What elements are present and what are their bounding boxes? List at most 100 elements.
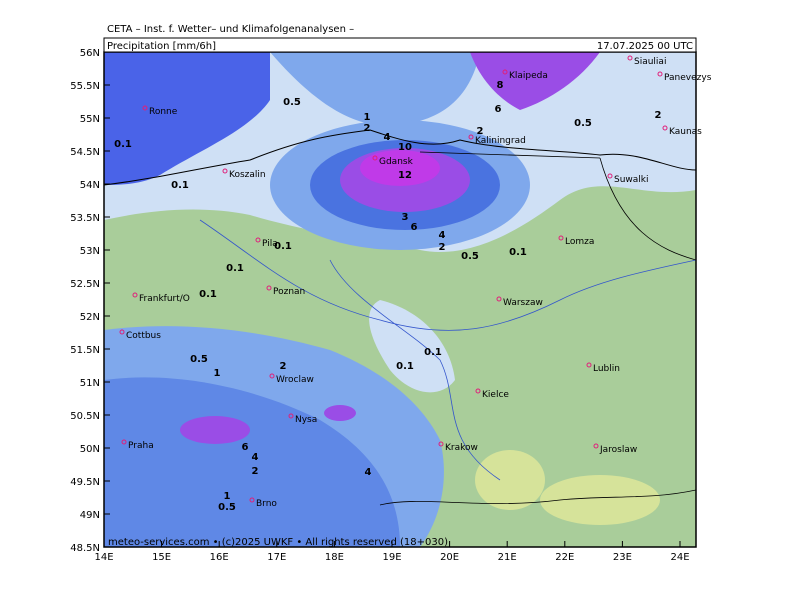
lon-label: 14E bbox=[94, 552, 113, 563]
city-label: Lublin bbox=[593, 364, 620, 374]
city-marker bbox=[496, 296, 502, 302]
contour-label: 0.5 bbox=[283, 97, 301, 108]
lat-label: 50.5N bbox=[70, 411, 100, 422]
contour-label: 0.1 bbox=[424, 347, 442, 358]
city-label: Gdansk bbox=[379, 157, 414, 167]
contour-label: 1 bbox=[214, 368, 221, 379]
precip-region bbox=[180, 416, 250, 444]
contour-label: 0.5 bbox=[190, 354, 208, 365]
city-marker bbox=[593, 443, 599, 449]
contour-label: 0.5 bbox=[574, 118, 592, 129]
city-marker bbox=[586, 362, 592, 368]
lon-label: 20E bbox=[440, 552, 459, 563]
lat-label: 56N bbox=[80, 48, 100, 59]
contour-label: 4 bbox=[252, 452, 259, 463]
city-label: Nysa bbox=[295, 415, 317, 425]
lat-label: 54N bbox=[80, 180, 100, 191]
lon-label: 21E bbox=[498, 552, 517, 563]
contour-label: 12 bbox=[398, 170, 412, 181]
city-label: Panevezys bbox=[664, 73, 712, 83]
city-marker bbox=[372, 155, 378, 161]
city-marker bbox=[266, 285, 272, 291]
city-label: Krakow bbox=[445, 443, 478, 453]
precip-region bbox=[270, 52, 480, 126]
city-marker bbox=[502, 69, 508, 75]
annotations: 56N 55.5N 55N 54.5N 54N 53.5N 53N 52.5N 52N 51.5N… bbox=[70, 48, 711, 563]
lon-label: 22E bbox=[555, 552, 574, 563]
city-marker bbox=[222, 168, 228, 174]
contour-label: 3 bbox=[402, 212, 409, 223]
lat-label: 48.5N bbox=[70, 543, 100, 554]
city-label: Frankfurt/O bbox=[139, 294, 190, 304]
precip-region bbox=[470, 52, 600, 110]
lon-label: 24E bbox=[670, 552, 689, 563]
contour-label: 6 bbox=[495, 104, 502, 115]
city-label: Kielce bbox=[482, 390, 509, 400]
city-label: Lomza bbox=[565, 237, 594, 247]
lon-label: 17E bbox=[267, 552, 286, 563]
contour-label: 0.1 bbox=[199, 289, 217, 300]
river bbox=[199, 219, 696, 481]
city-marker bbox=[132, 292, 138, 298]
contour-label: 2 bbox=[280, 361, 287, 372]
contour-label: 0.1 bbox=[171, 180, 189, 191]
city-marker bbox=[269, 373, 275, 379]
city-label: Wroclaw bbox=[276, 375, 314, 385]
city-label: Ronne bbox=[149, 107, 178, 117]
border bbox=[379, 151, 696, 506]
precip-region bbox=[104, 377, 400, 547]
lat-label: 54.5N bbox=[70, 147, 100, 158]
city-label: Siauliai bbox=[634, 57, 666, 67]
precip-region bbox=[360, 150, 440, 186]
precip-region bbox=[104, 52, 270, 185]
contour-label: 2 bbox=[364, 123, 371, 134]
contour-label: 1 bbox=[224, 491, 231, 502]
lon-label: 18E bbox=[325, 552, 344, 563]
city-label: Klaipeda bbox=[509, 71, 548, 81]
city-marker bbox=[558, 235, 564, 241]
lat-label: 52N bbox=[80, 312, 100, 323]
lat-label: 52.5N bbox=[70, 279, 100, 290]
valid-time: 17.07.2025 00 UTC bbox=[597, 41, 693, 52]
city-marker bbox=[438, 441, 444, 447]
city-marker bbox=[468, 134, 474, 140]
contour-label: 2 bbox=[477, 126, 484, 137]
lat-label: 49.5N bbox=[70, 477, 100, 488]
contour-label: 0.1 bbox=[226, 263, 244, 274]
lon-label: 16E bbox=[210, 552, 229, 563]
contour-label: 0.1 bbox=[509, 247, 527, 258]
contour-label: 10 bbox=[398, 142, 412, 153]
lat-label: 53N bbox=[80, 246, 100, 257]
contour-label: 0.5 bbox=[461, 251, 479, 262]
city-label: Kaliningrad bbox=[475, 136, 526, 146]
lat-label: 51.5N bbox=[70, 345, 100, 356]
city-label: Jaroslaw bbox=[599, 445, 637, 455]
city-marker bbox=[119, 329, 125, 335]
contour-label: 1 bbox=[364, 112, 371, 123]
contour-label: 0.5 bbox=[218, 502, 236, 513]
precip-trace bbox=[540, 475, 660, 525]
lat-label: 50N bbox=[80, 444, 100, 455]
city-marker bbox=[121, 439, 127, 445]
city-marker bbox=[607, 173, 613, 179]
contour-label: 0.1 bbox=[274, 241, 292, 252]
institute-header: CETA – Inst. f. Wetter– und Klimafolgena… bbox=[107, 24, 354, 35]
contour-label: 6 bbox=[242, 442, 249, 453]
city-label: Poznan bbox=[273, 287, 305, 297]
contour-label: 2 bbox=[252, 466, 259, 477]
lat-label: 51N bbox=[80, 378, 100, 389]
lat-label: 49N bbox=[80, 510, 100, 521]
contour-label: 0.1 bbox=[114, 139, 132, 150]
contour-label: 2 bbox=[439, 242, 446, 253]
map-field bbox=[104, 52, 696, 547]
contour-label: 2 bbox=[655, 110, 662, 121]
city-label: Suwalki bbox=[614, 175, 649, 185]
city-marker bbox=[288, 413, 294, 419]
contour-label: 6 bbox=[411, 222, 418, 233]
contour-label: 0.1 bbox=[396, 361, 414, 372]
city-marker bbox=[249, 497, 255, 503]
coastline bbox=[104, 129, 696, 186]
city-marker bbox=[475, 388, 481, 394]
precip-trace bbox=[475, 450, 545, 510]
